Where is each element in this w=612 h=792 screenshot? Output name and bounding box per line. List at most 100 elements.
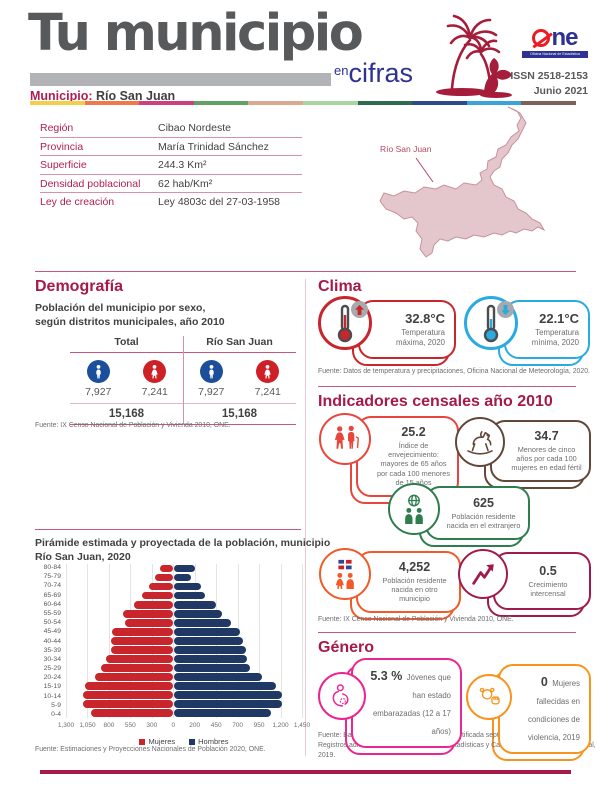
age-group-label: 65-69 bbox=[43, 591, 61, 599]
x-tick-label: 950 bbox=[253, 722, 265, 729]
female-bar bbox=[124, 619, 174, 627]
municipality-line: Municipio: Río San Juan bbox=[30, 89, 175, 103]
children-ratio-value: 34.7 bbox=[534, 429, 559, 443]
title-underline-bar bbox=[30, 73, 331, 86]
pyramid-row bbox=[66, 592, 302, 600]
male-bar bbox=[174, 592, 205, 600]
municipality-map: Río San Juan bbox=[379, 106, 546, 258]
info-row-ley: Ley de creación Ley 4803c del 27-03-1958 bbox=[40, 193, 302, 211]
one-logo: ne Oficina Nacional de Estadística bbox=[522, 24, 588, 58]
male-bar bbox=[174, 601, 217, 609]
distrito-sum: 15,168 bbox=[221, 408, 258, 420]
column-header-total: Total bbox=[114, 336, 139, 348]
strip-segment bbox=[357, 101, 413, 105]
other-municipality-label: Población residente nacida en otro munic… bbox=[382, 575, 447, 604]
pyramid-row bbox=[66, 637, 302, 645]
children-ratio-label: Menores de cinco años por cada 100 mujer… bbox=[511, 444, 582, 473]
info-label: Densidad poblacional bbox=[40, 177, 141, 190]
genero-heading: Género bbox=[318, 639, 375, 656]
temp-max-label: Temperatura máxima, 2020 bbox=[396, 328, 445, 348]
male-bar bbox=[174, 583, 201, 591]
age-group-label: 55-59 bbox=[43, 609, 61, 617]
genero-rule bbox=[318, 632, 576, 633]
demografia-heading: Demografía bbox=[35, 278, 124, 295]
x-tick-label: 800 bbox=[103, 722, 115, 729]
female-bar bbox=[141, 592, 174, 600]
hombres-swatch-icon bbox=[189, 738, 196, 745]
municipality-shape bbox=[379, 106, 546, 258]
x-tick-label: 1,200 bbox=[272, 722, 289, 729]
map-label-pointer bbox=[415, 157, 434, 183]
pyramid-plot-area: 1,300 1,050 800 550 300 0 200 450 700 950 1,200 1,4… bbox=[58, 564, 310, 746]
temp-max-card: 32.8°C Temperatura máxima, 2020 bbox=[318, 296, 456, 367]
x-tick-label: 1,450 bbox=[293, 722, 311, 729]
temp-min-label: Temperatura mínima, 2020 bbox=[531, 328, 579, 348]
female-bar bbox=[100, 664, 174, 672]
pyramid-row bbox=[66, 583, 302, 591]
info-row-densidad: Densidad poblacional 62 hab/Km² bbox=[40, 175, 302, 193]
page-title: Tu municipio bbox=[28, 4, 364, 63]
aging-index-label: Índice de envejecimiento: mayores de 65 … bbox=[376, 440, 450, 488]
male-bar bbox=[174, 709, 272, 717]
male-bar bbox=[174, 655, 247, 663]
female-count: 7,241 bbox=[141, 386, 168, 398]
pyramid-row bbox=[66, 565, 302, 573]
page-subtitle: en cifras bbox=[334, 60, 413, 87]
info-value: 62 hab/Km² bbox=[158, 177, 213, 190]
female-bar bbox=[133, 601, 174, 609]
distrito-male-cell: 7,927 bbox=[183, 360, 240, 398]
female-bar bbox=[149, 583, 174, 591]
female-bar bbox=[122, 610, 174, 618]
intercensal-growth-card: 0.5 Crecimiento intercensal bbox=[458, 549, 591, 618]
male-bar bbox=[174, 619, 231, 627]
info-label: Región bbox=[40, 122, 74, 134]
palm-trees-whale-illustration bbox=[436, 14, 512, 98]
pyramid-row bbox=[66, 700, 302, 708]
intercensal-growth-label: Crecimiento intercensal bbox=[528, 579, 568, 598]
info-row-superficie: Superficie 244.3 Km² bbox=[40, 156, 302, 175]
age-group-label: 10-14 bbox=[43, 692, 61, 700]
population-pyramid-chart: 80-84 75-79 70-74 65-69 60-64 55-59 50-54 45-49… bbox=[36, 564, 310, 746]
female-bar bbox=[84, 682, 174, 690]
flag-people-icon bbox=[319, 548, 371, 600]
total-female-cell: 7,241 bbox=[127, 360, 184, 398]
strip-segment bbox=[30, 101, 85, 105]
info-label: Superficie bbox=[40, 159, 87, 171]
intercensal-growth-value: 0.5 bbox=[539, 564, 557, 578]
trend-up-icon bbox=[351, 301, 368, 318]
demografia-source: Fuente: IX Censo Nacional de Población y… bbox=[35, 422, 231, 429]
age-group-label: 25-29 bbox=[43, 665, 61, 673]
gridline bbox=[280, 564, 282, 718]
indicadores-heading: Indicadores censales año 2010 bbox=[318, 393, 553, 410]
male-bar bbox=[174, 673, 263, 681]
children-ratio-card: 34.7 Menores de cinco años por cada 100 … bbox=[455, 417, 591, 489]
x-tick-label: 1,300 bbox=[57, 722, 75, 729]
age-group-label: 35-39 bbox=[43, 646, 61, 654]
one-logo-ne: ne bbox=[551, 24, 578, 51]
strip-segment bbox=[412, 101, 467, 105]
gridline bbox=[302, 564, 303, 718]
subtitle-cifras: cifras bbox=[348, 58, 413, 88]
one-logo-wordmark: ne bbox=[522, 24, 588, 51]
female-bar bbox=[160, 565, 174, 573]
pyramid-legend: Mujeres Hombres bbox=[66, 737, 302, 746]
male-count: 7,927 bbox=[85, 386, 112, 398]
issn-number: ISSN 2518-2153 bbox=[510, 70, 588, 82]
pyramid-row bbox=[66, 709, 302, 717]
color-strip bbox=[30, 101, 576, 105]
clima-heading: Clima bbox=[318, 278, 362, 295]
foreign-born-value: 625 bbox=[473, 496, 494, 510]
column-header-distrito: Río San Juan bbox=[206, 336, 273, 348]
female-icon bbox=[143, 360, 167, 383]
one-logo-tagline: Oficina Nacional de Estadística bbox=[522, 50, 588, 58]
female-icon bbox=[256, 360, 280, 383]
x-tick-label: 200 bbox=[189, 722, 201, 729]
gridline bbox=[87, 564, 89, 718]
female-bar bbox=[90, 709, 174, 717]
pyramid-title: Pirámide estimada y proyectada de la pob… bbox=[35, 537, 331, 563]
distrito-female-cell: 7,241 bbox=[240, 360, 297, 398]
female-count: 7,241 bbox=[254, 386, 281, 398]
legend-label: Hombres bbox=[198, 737, 229, 746]
age-group-label: 50-54 bbox=[43, 619, 61, 627]
